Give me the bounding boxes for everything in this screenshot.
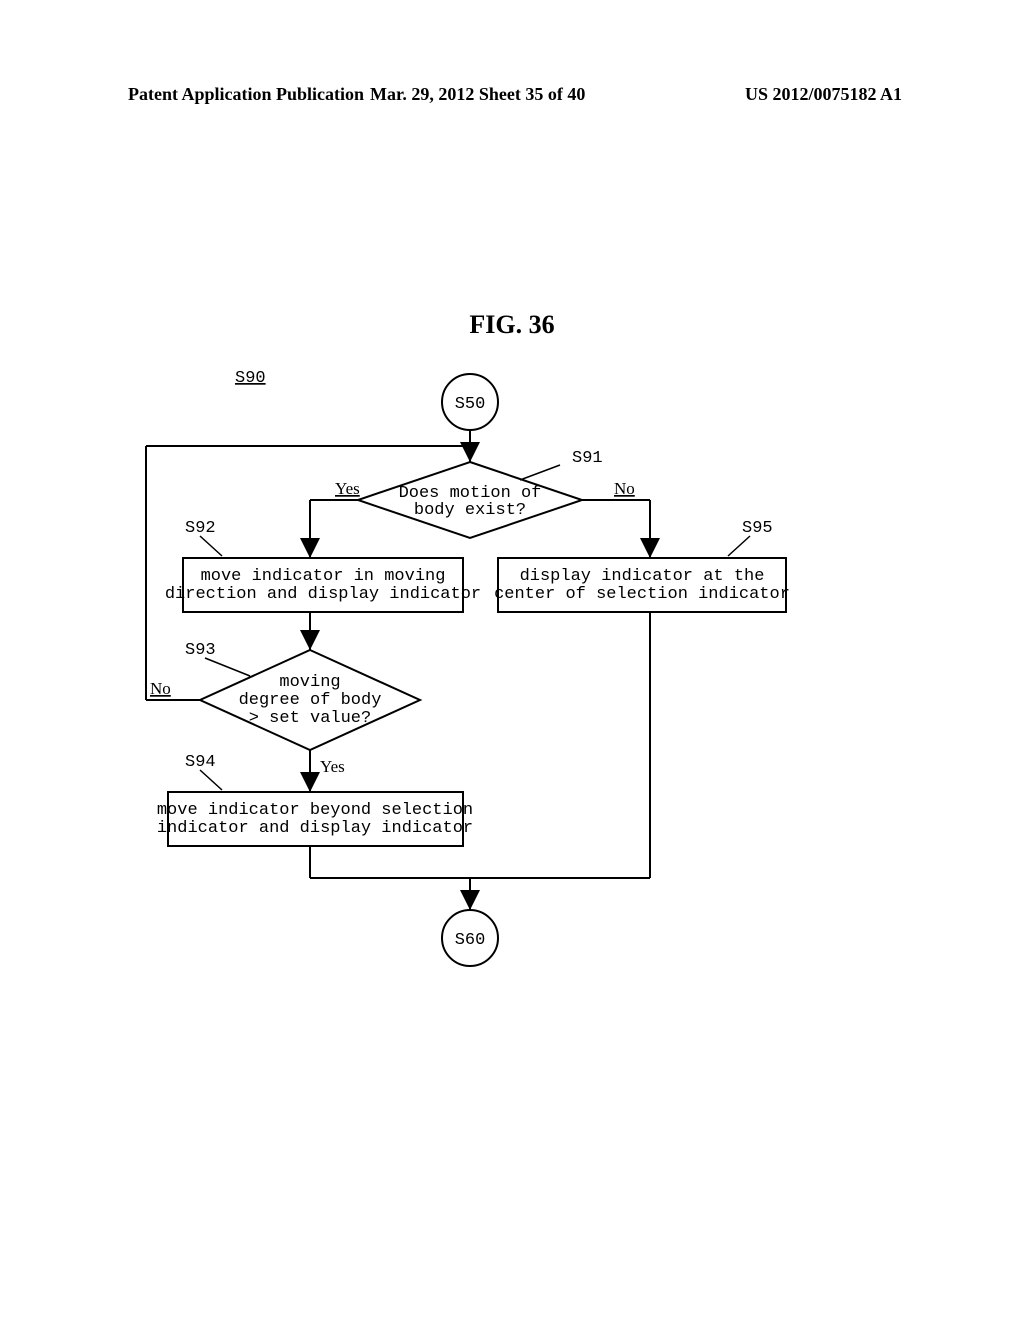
node-p1-text2: direction and display indicator [165,585,481,604]
label-no-1: No [614,479,635,498]
node-d2-text1: moving [279,673,340,692]
flowchart-svg: S90 S50 Does motion of body exist? S91 Y… [0,0,1024,1320]
node-start-text: S50 [455,395,486,414]
leader-s91 [520,465,560,480]
leader-s93 [205,658,250,676]
label-yes-1: Yes [335,479,360,498]
label-yes-2: Yes [320,757,345,776]
label-s95: S95 [742,519,773,538]
node-p3-text1: display indicator at the [520,567,765,586]
node-d2-text3: > set value? [249,709,371,728]
leader-s94 [200,770,222,790]
label-no-2: No [150,679,171,698]
leader-s92 [200,536,222,556]
node-end-text: S60 [455,931,486,950]
node-p2-text1: move indicator beyond selection [157,801,473,820]
node-p3-text2: center of selection indicator [494,585,790,604]
node-d1-text2: body exist? [414,501,526,520]
node-p2-text2: indicator and display indicator [157,819,473,838]
leader-s95 [728,536,750,556]
flow-ref-s90: S90 [235,369,266,388]
label-s92: S92 [185,519,216,538]
node-p1-text1: move indicator in moving [201,567,446,586]
node-d2-text2: degree of body [239,691,382,710]
label-s93: S93 [185,641,216,660]
label-s91: S91 [572,449,603,468]
label-s94: S94 [185,753,216,772]
